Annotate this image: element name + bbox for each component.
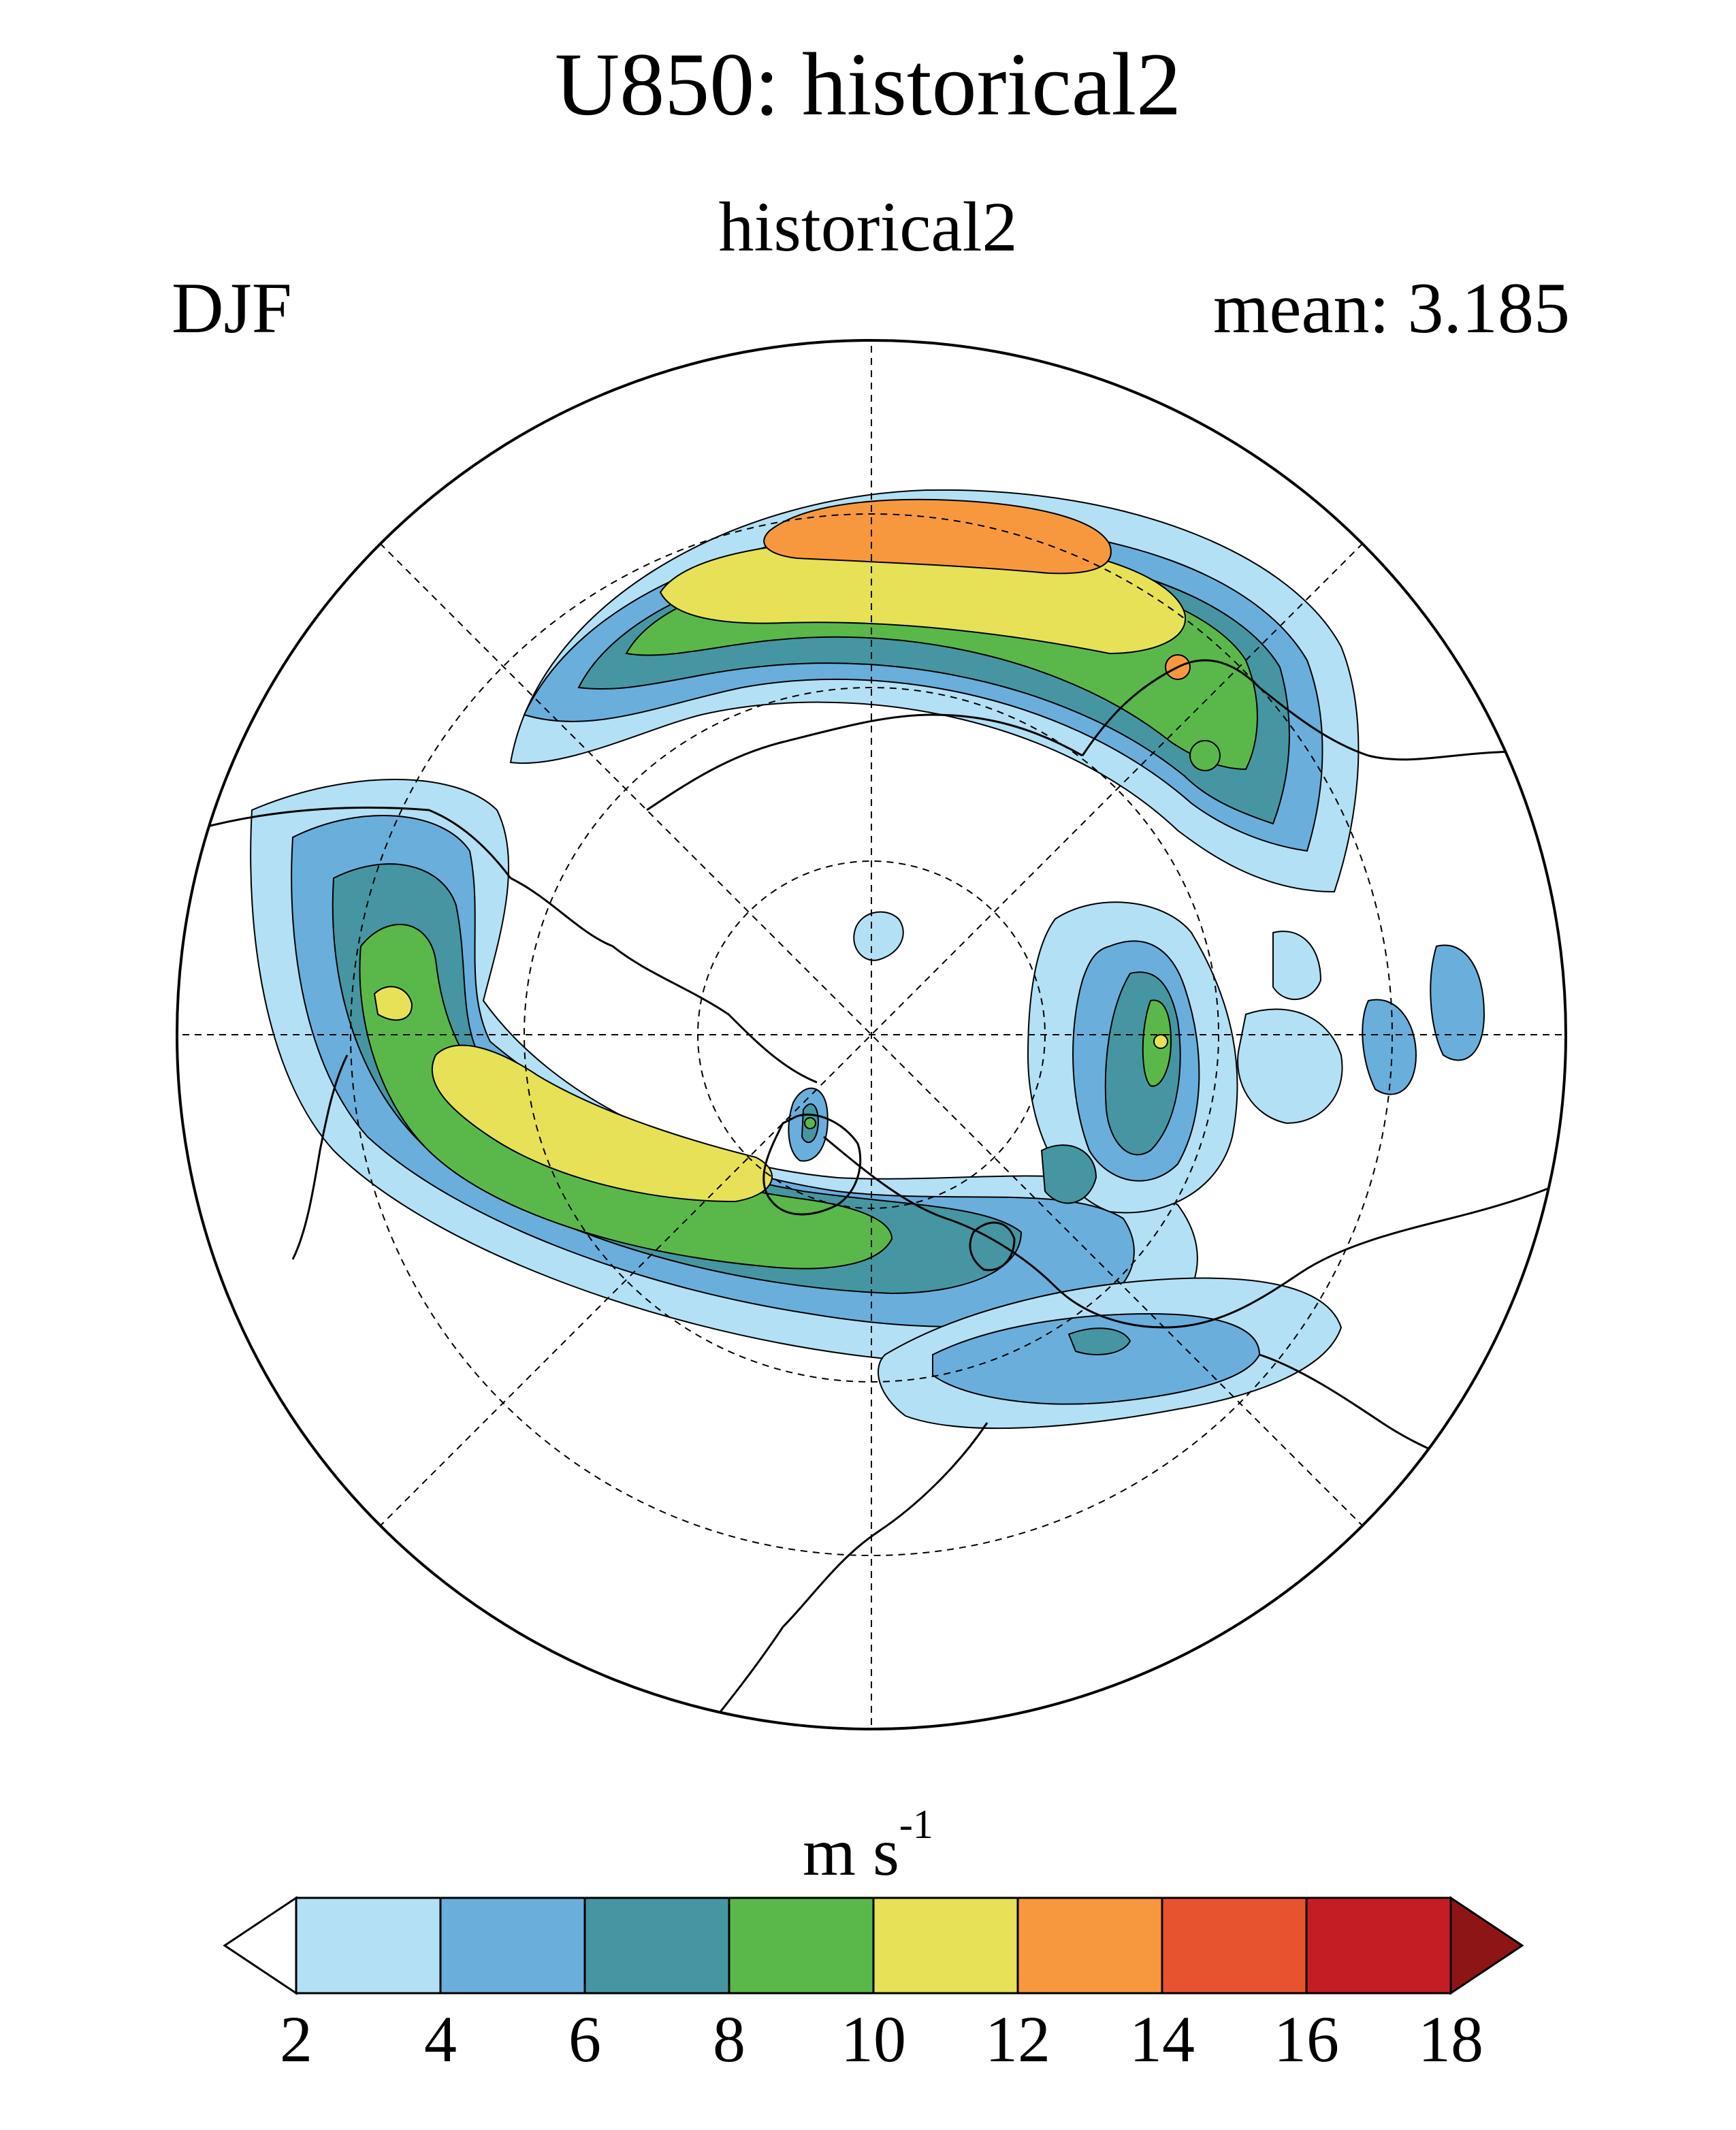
colorbar-tick-label: 4 xyxy=(424,2003,457,2076)
colorbar-box xyxy=(872,1897,1019,1995)
colorbar-box xyxy=(728,1897,875,1995)
colorbar-under-triangle xyxy=(223,1896,298,1995)
season-label: DJF xyxy=(172,268,292,348)
units-label: m s-1 xyxy=(803,1802,933,1890)
colorbar-box xyxy=(1305,1897,1452,1995)
colorbar: 2 4 6 8 10 12 14 16 18 xyxy=(223,1896,1524,2076)
polar-map xyxy=(176,339,1567,1730)
map-border xyxy=(176,339,1567,1730)
colorbar-tick-label: 14 xyxy=(1129,2003,1195,2076)
colorbar-box xyxy=(439,1897,586,1995)
colorbar-tick-label: 18 xyxy=(1418,2003,1483,2076)
colorbar-tick-label: 8 xyxy=(713,2003,745,2076)
colorbar-tick-label: 16 xyxy=(1274,2003,1339,2076)
mean-label: mean: 3.185 xyxy=(1213,268,1570,348)
colorbar-box xyxy=(1016,1897,1163,1995)
pacific-jet xyxy=(509,489,1360,893)
colorbar-tick-label: 10 xyxy=(841,2003,906,2076)
colorbar-box xyxy=(1161,1897,1308,1995)
colorbar-box xyxy=(295,1897,442,1995)
atlantic-jet xyxy=(250,779,1198,1365)
eurasia-wind xyxy=(1027,901,1485,1214)
colorbar-box xyxy=(583,1897,730,1995)
graticule xyxy=(177,340,1566,1729)
colorbar-tick-label: 2 xyxy=(280,2003,312,2076)
colorbar-tick-label: 12 xyxy=(985,2003,1050,2076)
colorbar-tick-label: 6 xyxy=(568,2003,601,2076)
colorbar-over-triangle xyxy=(1449,1896,1524,1995)
main-title: U850: historical2 xyxy=(554,34,1182,134)
subtitle: historical2 xyxy=(718,188,1018,266)
